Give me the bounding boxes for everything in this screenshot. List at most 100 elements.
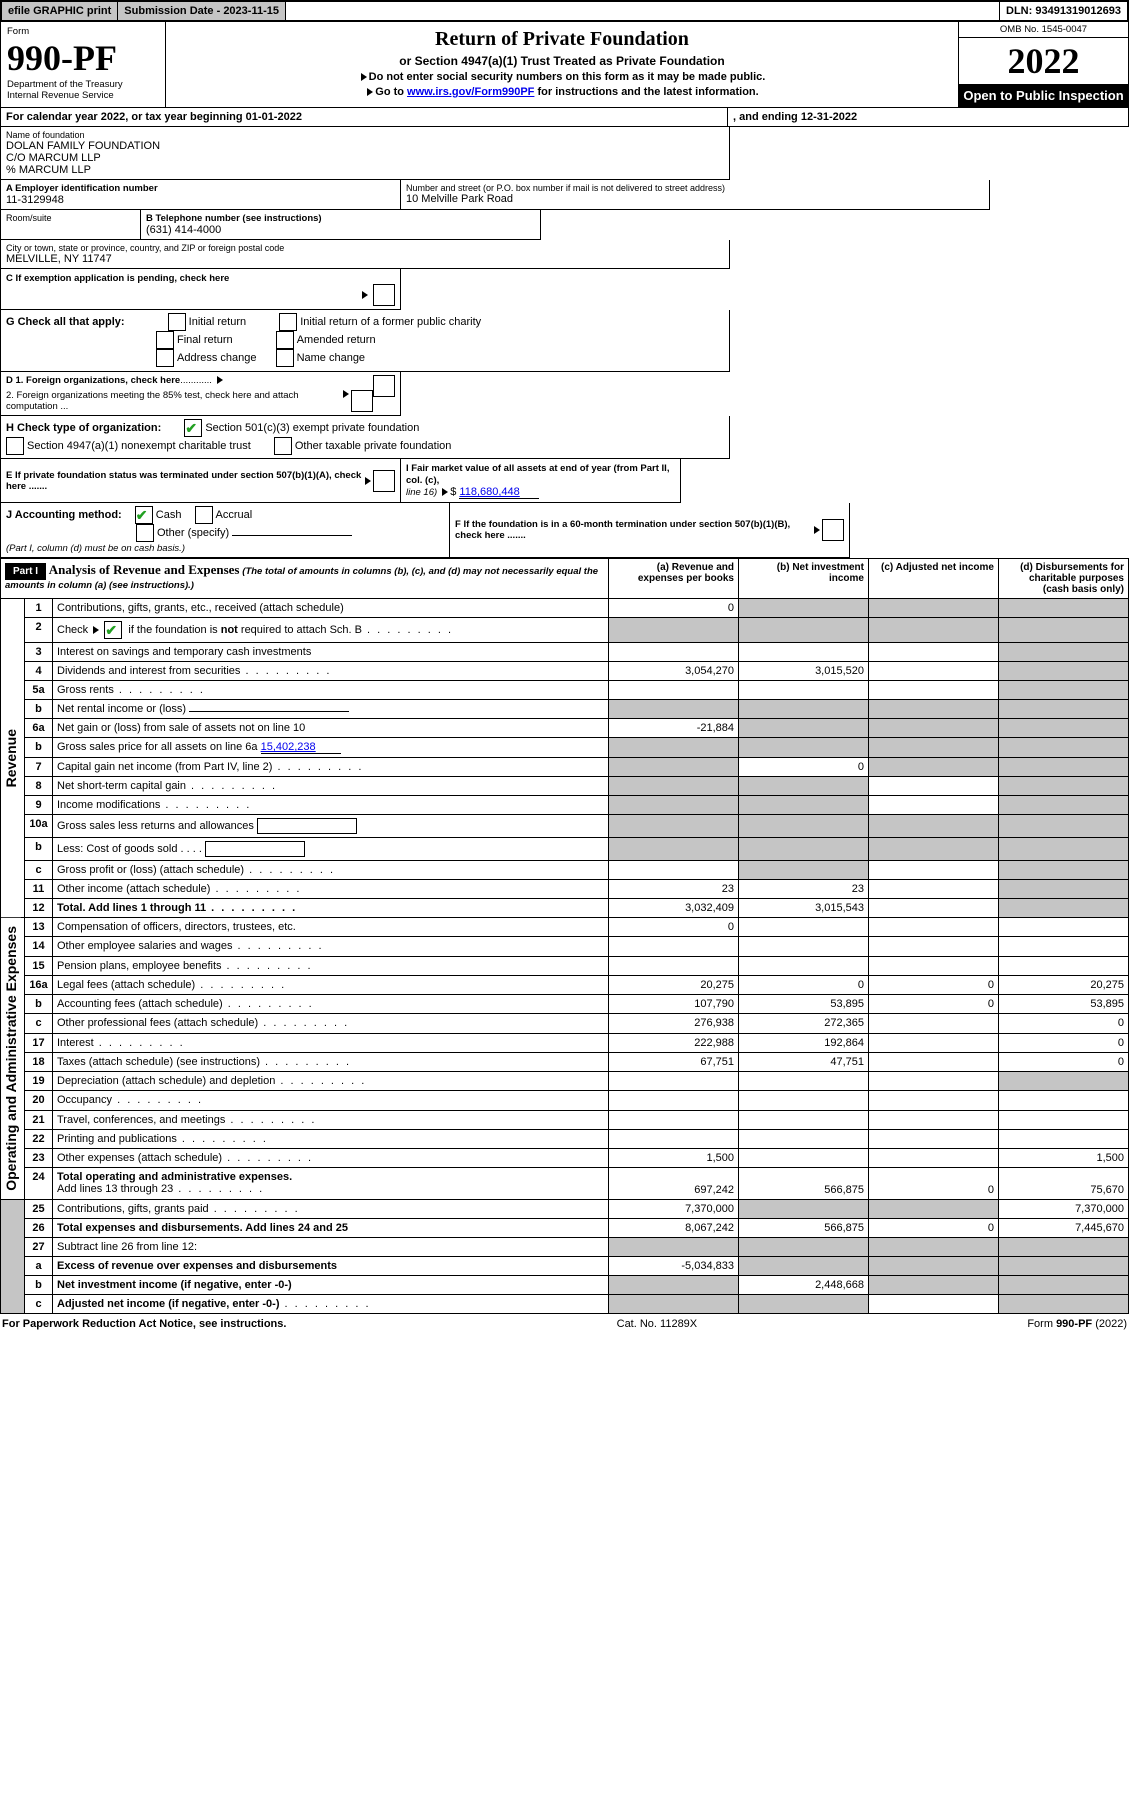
g-final-checkbox[interactable]	[156, 331, 174, 349]
g-label: G Check all that apply:	[6, 316, 125, 328]
foundation-pct: % MARCUM LLP	[6, 164, 724, 176]
note1: Do not enter social security numbers on …	[369, 71, 766, 83]
r27b-num: b	[25, 1275, 53, 1294]
r20-desc: Occupancy	[53, 1091, 609, 1110]
r23-a: 1,500	[609, 1149, 739, 1168]
r18-a: 67,751	[609, 1052, 739, 1071]
arrow-icon	[217, 376, 223, 384]
r3-desc: Interest on savings and temporary cash i…	[53, 643, 609, 662]
form-label: Form	[7, 26, 159, 37]
r12-desc: Total. Add lines 1 through 11	[53, 899, 609, 918]
r17-d: 0	[999, 1033, 1129, 1052]
r6a-desc: Net gain or (loss) from sale of assets n…	[53, 719, 609, 738]
r17-desc: Interest	[53, 1033, 609, 1052]
part1-badge: Part I	[5, 563, 46, 580]
r24-c: 0	[869, 1168, 999, 1200]
cal-end: 12-31-2022	[801, 111, 857, 123]
f-checkbox[interactable]	[822, 519, 844, 541]
foundation-co: C/O MARCUM LLP	[6, 152, 724, 164]
d2-checkbox[interactable]	[351, 390, 373, 412]
note2a: Go to	[375, 86, 404, 98]
r16b-b: 53,895	[739, 995, 869, 1014]
r16c-desc: Other professional fees (attach schedule…	[53, 1014, 609, 1033]
h-o1: Section 501(c)(3) exempt private foundat…	[205, 422, 419, 434]
g-o1: Initial return	[189, 316, 246, 328]
r1-num: 1	[25, 599, 53, 618]
r10c-desc: Gross profit or (loss) (attach schedule)	[53, 861, 609, 880]
cal-mid: , and ending	[733, 111, 798, 123]
r21-desc: Travel, conferences, and meetings	[53, 1110, 609, 1129]
r16a-d: 20,275	[999, 975, 1129, 994]
r16c-num: c	[25, 1014, 53, 1033]
r16b-c: 0	[869, 995, 999, 1014]
r24-b: 566,875	[739, 1168, 869, 1200]
r14-desc: Other employee salaries and wages	[53, 937, 609, 956]
efile-print-button[interactable]: efile GRAPHIC print	[2, 2, 118, 20]
g-address-checkbox[interactable]	[156, 349, 174, 367]
r5a-desc: Gross rents	[53, 681, 609, 700]
r16b-a: 107,790	[609, 995, 739, 1014]
phone-value: (631) 414-4000	[146, 224, 535, 236]
h-other-checkbox[interactable]	[274, 437, 292, 455]
r17-num: 17	[25, 1033, 53, 1052]
r16b-d: 53,895	[999, 995, 1129, 1014]
c-checkbox[interactable]	[373, 284, 395, 306]
r11-b: 23	[739, 880, 869, 899]
room-label: Room/suite	[6, 213, 135, 223]
g-amended-checkbox[interactable]	[276, 331, 294, 349]
r2-num: 2	[25, 618, 53, 643]
r24-d: 75,670	[999, 1168, 1129, 1200]
form-subtitle: or Section 4947(a)(1) Trust Treated as P…	[172, 54, 952, 68]
r25-desc: Contributions, gifts, grants paid	[53, 1199, 609, 1218]
r20-num: 20	[25, 1091, 53, 1110]
r23-d: 1,500	[999, 1149, 1129, 1168]
r27c-num: c	[25, 1294, 53, 1313]
j-other-checkbox[interactable]	[136, 524, 154, 542]
r6b-value-link[interactable]: 15,402,238	[261, 741, 341, 754]
instructions-link[interactable]: www.irs.gov/Form990PF	[407, 86, 534, 98]
r27a-desc: Excess of revenue over expenses and disb…	[53, 1256, 609, 1275]
ein-label: A Employer identification number	[6, 183, 395, 194]
r3-num: 3	[25, 643, 53, 662]
c-label: C If exemption application is pending, c…	[6, 273, 229, 284]
arrow-icon	[442, 488, 448, 496]
j-note: (Part I, column (d) must be on cash basi…	[6, 543, 185, 554]
f-label: F If the foundation is in a 60-month ter…	[455, 519, 812, 541]
arrow-icon	[367, 88, 373, 96]
r27-desc: Subtract line 26 from line 12:	[53, 1237, 609, 1256]
r17-b: 192,864	[739, 1033, 869, 1052]
i-value-link[interactable]: 118,680,448	[459, 486, 539, 499]
dln-label: DLN: 93491319012693	[1000, 2, 1127, 20]
omb-number: OMB No. 1545-0047	[959, 22, 1128, 38]
r13-a: 0	[609, 918, 739, 937]
g-o6: Name change	[297, 352, 366, 364]
schb-checkbox[interactable]: ✔	[104, 621, 122, 639]
g-name-checkbox[interactable]	[276, 349, 294, 367]
note2b: for instructions and the latest informat…	[537, 86, 758, 98]
g-initial-checkbox[interactable]	[168, 313, 186, 331]
r24-a: 697,242	[609, 1168, 739, 1200]
submission-date-button[interactable]: Submission Date - 2023-11-15	[118, 2, 286, 20]
r4-b: 3,015,520	[739, 662, 869, 681]
g-former-checkbox[interactable]	[279, 313, 297, 331]
j-cash-checkbox[interactable]: ✔	[135, 506, 153, 524]
h-501c3-checkbox[interactable]: ✔	[184, 419, 202, 437]
cal-begin: 01-01-2022	[246, 111, 302, 123]
h-4947-checkbox[interactable]	[6, 437, 24, 455]
page-footer: For Paperwork Reduction Act Notice, see …	[0, 1314, 1129, 1334]
d1-checkbox[interactable]	[373, 375, 395, 397]
r10a-num: 10a	[25, 815, 53, 838]
city-value: MELVILLE, NY 11747	[6, 253, 724, 265]
footer-mid: Cat. No. 11289X	[617, 1318, 698, 1330]
e-checkbox[interactable]	[373, 470, 395, 492]
r13-desc: Compensation of officers, directors, tru…	[53, 918, 609, 937]
revenue-side-label: Revenue	[1, 721, 21, 795]
j-accrual-checkbox[interactable]	[195, 506, 213, 524]
r25-a: 7,370,000	[609, 1199, 739, 1218]
arrow-icon	[343, 390, 349, 398]
r24-num: 24	[25, 1168, 53, 1200]
r19-num: 19	[25, 1072, 53, 1091]
d2-label: 2. Foreign organizations meeting the 85%…	[6, 390, 341, 412]
r24-desc: Total operating and administrative expen…	[53, 1168, 609, 1200]
r26-num: 26	[25, 1218, 53, 1237]
